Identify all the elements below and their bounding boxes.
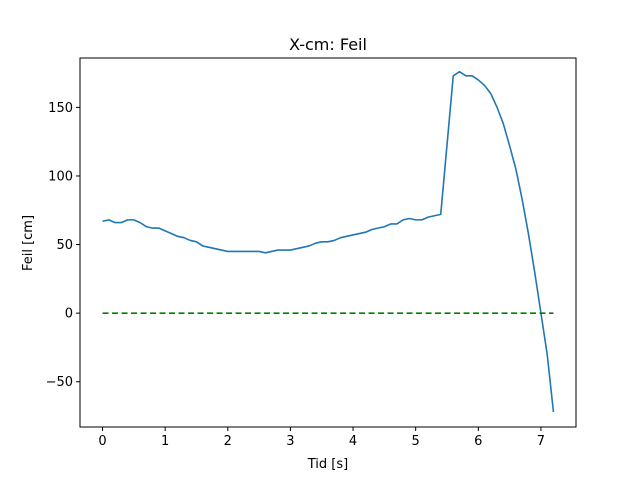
y-tick-label: 50 xyxy=(56,238,73,253)
x-tick-label: 6 xyxy=(474,434,482,449)
x-tick-label: 7 xyxy=(537,434,545,449)
plot-area xyxy=(79,57,577,428)
x-tick-label: 1 xyxy=(161,434,169,449)
series-line-error xyxy=(102,70,555,412)
x-axis-title: Tid [s] xyxy=(307,457,348,472)
series-layer xyxy=(102,70,555,412)
y-tick-label: 150 xyxy=(48,101,73,116)
y-tick-label: −50 xyxy=(46,375,73,390)
y-tick-label: 100 xyxy=(48,169,73,184)
x-tick-label: 5 xyxy=(412,434,420,449)
y-axis: −50 0 50 100 150 xyxy=(46,101,80,390)
x-tick-label: 4 xyxy=(349,434,357,449)
x-tick-label: 2 xyxy=(224,434,232,449)
x-tick-label: 0 xyxy=(98,434,106,449)
chart-title: X-cm: Feil xyxy=(289,35,367,54)
x-axis: 0 1 2 3 4 5 6 7 xyxy=(98,427,545,449)
y-axis-title: Feil [cm] xyxy=(21,215,36,271)
x-tick-label: 3 xyxy=(286,434,294,449)
y-tick-label: 0 xyxy=(65,307,73,322)
plot-frame xyxy=(79,57,577,428)
